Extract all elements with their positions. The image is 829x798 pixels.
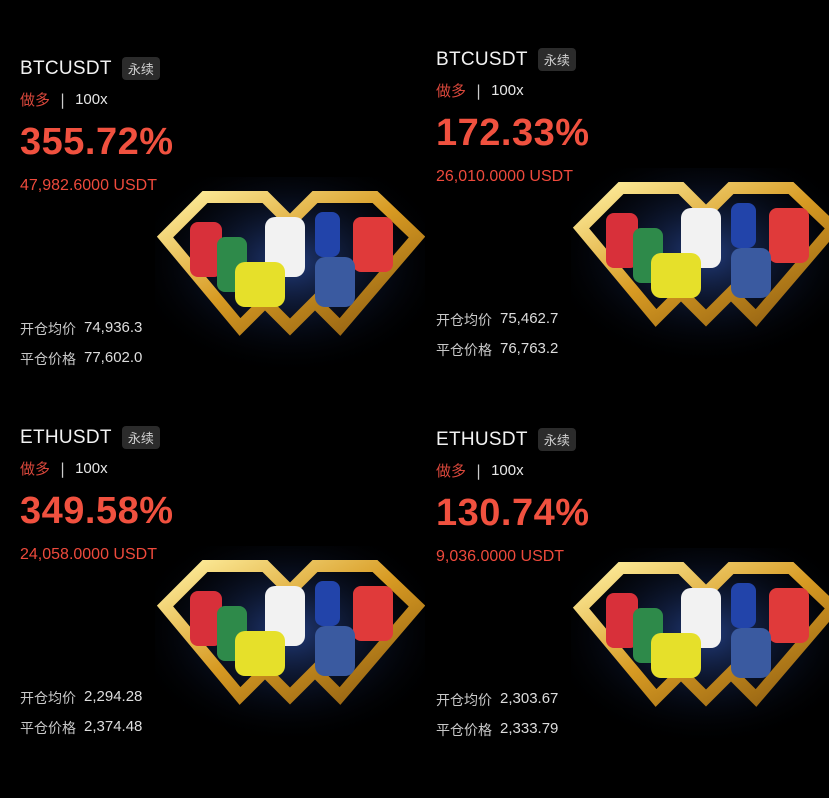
trade-card-4[interactable]: ETHUSDT 永续 做多 | 100x 130.74% 9,036.0000 … (436, 428, 829, 798)
player-6 (235, 262, 285, 307)
promo-artwork-image (155, 546, 425, 736)
open-price-label: 开仓均价 (20, 322, 76, 338)
pnl-amount: 47,982.6000 USDT (20, 177, 157, 194)
symbol: ETHUSDT (20, 426, 112, 448)
separator: | (476, 81, 482, 100)
player-4 (731, 583, 756, 628)
separator: | (476, 461, 482, 480)
position-info: 做多 | 100x (436, 460, 524, 481)
close-price-value: 2,333.79 (500, 720, 559, 737)
player-1 (190, 591, 222, 646)
pnl-percent: 355.72% (20, 121, 174, 163)
player-7 (315, 626, 355, 676)
close-price-row: 平仓价格 2,333.79 (436, 720, 558, 740)
pnl-percent: 172.33% (436, 112, 590, 154)
separator: | (60, 90, 66, 109)
player-4 (731, 203, 756, 248)
promo-artwork-image (571, 548, 829, 738)
open-price-value: 75,462.7 (500, 310, 559, 327)
close-price-row: 平仓价格 77,602.0 (20, 349, 142, 369)
perpetual-tag: 永续 (537, 48, 576, 71)
player-4 (315, 581, 340, 626)
player-5 (769, 588, 809, 643)
position-info: 做多 | 100x (20, 458, 108, 479)
pnl-percent: 349.58% (20, 490, 174, 532)
leverage: 100x (491, 462, 524, 479)
close-price-row: 平仓价格 2,374.48 (20, 718, 142, 738)
perpetual-tag: 永续 (121, 57, 160, 80)
close-price-value: 76,763.2 (500, 340, 559, 357)
close-price-value: 2,374.48 (84, 718, 143, 735)
open-price-row: 开仓均价 2,294.28 (20, 688, 142, 708)
close-price-row: 平仓价格 76,763.2 (436, 340, 558, 360)
pnl-percent: 130.74% (436, 492, 590, 534)
pnl-amount: 26,010.0000 USDT (436, 168, 573, 185)
promo-artwork-image (571, 168, 829, 358)
symbol: BTCUSDT (436, 48, 528, 70)
leverage: 100x (75, 460, 108, 477)
side-label: 做多 (436, 82, 467, 100)
open-price-label: 开仓均价 (20, 691, 76, 707)
side-label: 做多 (20, 460, 51, 478)
side-label: 做多 (436, 462, 467, 480)
title-row: ETHUSDT 永续 (436, 428, 576, 451)
open-price-value: 74,936.3 (84, 319, 143, 336)
open-price-label: 开仓均价 (436, 693, 492, 709)
player-7 (315, 257, 355, 307)
perpetual-tag: 永续 (537, 428, 576, 451)
player-1 (606, 213, 638, 268)
symbol: BTCUSDT (20, 57, 112, 79)
pnl-amount: 24,058.0000 USDT (20, 546, 157, 563)
open-price-row: 开仓均价 75,462.7 (436, 310, 558, 330)
close-price-label: 平仓价格 (436, 343, 492, 359)
perpetual-tag: 永续 (121, 426, 160, 449)
close-price-label: 平仓价格 (20, 352, 76, 368)
trade-card-3[interactable]: ETHUSDT 永续 做多 | 100x 349.58% 24,058.0000… (20, 426, 425, 796)
player-6 (235, 631, 285, 676)
player-7 (731, 628, 771, 678)
open-price-value: 2,303.67 (500, 690, 559, 707)
player-5 (353, 586, 393, 641)
open-price-row: 开仓均价 74,936.3 (20, 319, 142, 339)
separator: | (60, 459, 66, 478)
logo-icon (30, 0, 50, 4)
player-1 (606, 593, 638, 648)
open-price-label: 开仓均价 (436, 313, 492, 329)
leverage: 100x (75, 91, 108, 108)
position-info: 做多 | 100x (436, 80, 524, 101)
player-6 (651, 633, 701, 678)
open-price-value: 2,294.28 (84, 688, 143, 705)
player-6 (651, 253, 701, 298)
promo-artwork-image (155, 177, 425, 367)
symbol: ETHUSDT (436, 428, 528, 450)
close-price-value: 77,602.0 (84, 349, 143, 366)
player-5 (769, 208, 809, 263)
position-info: 做多 | 100x (20, 89, 108, 110)
close-price-label: 平仓价格 (20, 721, 76, 737)
close-price-label: 平仓价格 (436, 723, 492, 739)
leverage: 100x (491, 82, 524, 99)
trade-card-2[interactable]: BTCUSDT 永续 做多 | 100x 172.33% 26,010.0000… (436, 48, 829, 418)
open-price-row: 开仓均价 2,303.67 (436, 690, 558, 710)
title-row: BTCUSDT 永续 (20, 57, 160, 80)
side-label: 做多 (20, 91, 51, 109)
player-1 (190, 222, 222, 277)
player-5 (353, 217, 393, 272)
player-7 (731, 248, 771, 298)
pnl-amount: 9,036.0000 USDT (436, 548, 565, 565)
title-row: ETHUSDT 永续 (20, 426, 160, 449)
trade-card-1[interactable]: BTCUSDT 永续 做多 | 100x 355.72% 47,982.6000… (20, 57, 425, 427)
title-row: BTCUSDT 永续 (436, 48, 576, 71)
player-4 (315, 212, 340, 257)
